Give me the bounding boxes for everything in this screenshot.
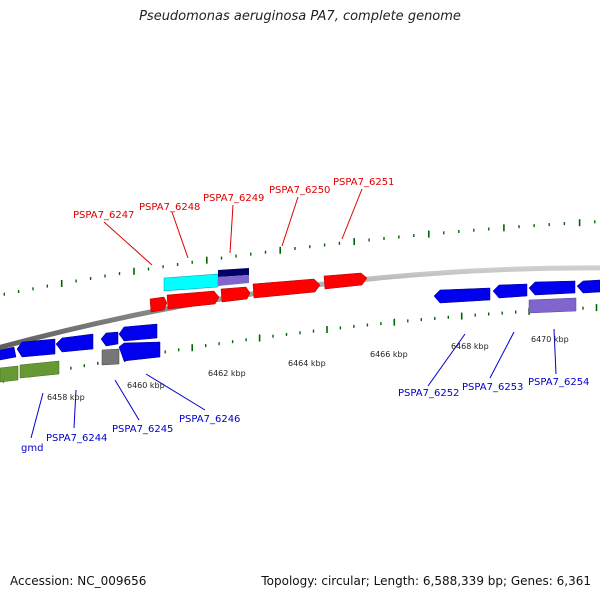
- genome-summary-text: Topology: circular; Length: 6,588,339 bp…: [261, 574, 591, 588]
- label-leaders: [30, 188, 557, 439]
- gene-pspa7-6249[interactable]: [220, 286, 251, 303]
- gene-label-pspa7-6250[interactable]: PSPA7_6250: [269, 185, 330, 196]
- gene-label-pspa7-6253[interactable]: PSPA7_6253: [462, 382, 523, 393]
- other-features: [0, 297, 577, 383]
- gene-label-pspa7-6249[interactable]: PSPA7_6249: [203, 193, 264, 204]
- forward-genes: [149, 272, 368, 313]
- gene-labels-top: PSPA7_6247 PSPA7_6248 PSPA7_6249 PSPA7_6…: [73, 177, 394, 221]
- kbp-label: 6468 kbp: [451, 342, 489, 351]
- gene-blue-d[interactable]: [100, 331, 119, 347]
- kbp-label: 6464 kbp: [288, 359, 326, 368]
- gene-pspa7-6251[interactable]: [323, 272, 368, 290]
- kbp-label: 6466 kbp: [370, 350, 408, 359]
- kbp-label: 6470 kbp: [531, 335, 569, 344]
- gene-label-pspa7-6244[interactable]: PSPA7_6244: [46, 433, 107, 444]
- feature-purple-upper[interactable]: [218, 275, 249, 286]
- kbp-labels: 6458 kbp 6460 kbp 6462 kbp 6464 kbp 6466…: [47, 335, 569, 402]
- reverse-genes: [0, 279, 600, 362]
- gene-pspa7-6247[interactable]: [149, 296, 168, 313]
- kbp-label: 6462 kbp: [208, 369, 246, 378]
- feature-olive-b[interactable]: [19, 360, 60, 379]
- feature-cyan[interactable]: [163, 273, 219, 292]
- gene-label-gmd[interactable]: gmd: [21, 443, 43, 454]
- gene-blue-6252[interactable]: [433, 287, 491, 304]
- feature-purple-lower[interactable]: [528, 297, 577, 314]
- gene-label-pspa7-6248[interactable]: PSPA7_6248: [139, 202, 200, 213]
- gene-blue-e[interactable]: [118, 323, 158, 342]
- feature-navy[interactable]: [218, 268, 249, 277]
- gene-label-pspa7-6251[interactable]: PSPA7_6251: [333, 177, 394, 188]
- map-title: Pseudomonas aeruginosa PA7, complete gen…: [139, 9, 461, 24]
- feature-olive-a[interactable]: [0, 365, 19, 383]
- kbp-label: 6460 kbp: [127, 381, 165, 390]
- gene-label-pspa7-6246[interactable]: PSPA7_6246: [179, 414, 240, 425]
- gene-blue-a[interactable]: [0, 346, 17, 361]
- tick-row-upper: [3, 219, 596, 296]
- gene-pspa7-6248[interactable]: [166, 290, 220, 310]
- feature-gray[interactable]: [101, 348, 120, 366]
- gene-blue-6254[interactable]: [528, 280, 576, 296]
- gene-blue-b[interactable]: [16, 338, 56, 358]
- accession-text: Accession: NC_009656: [10, 574, 147, 588]
- gene-label-pspa7-6247[interactable]: PSPA7_6247: [73, 210, 134, 221]
- gene-blue-edge[interactable]: [576, 279, 600, 294]
- gene-labels-bottom: gmd PSPA7_6244 PSPA7_6245 PSPA7_6246 PSP…: [21, 377, 589, 454]
- gene-blue-f[interactable]: [118, 341, 161, 362]
- gene-label-pspa7-6245[interactable]: PSPA7_6245: [112, 424, 173, 435]
- feature-highlights: [163, 268, 249, 292]
- gene-pspa7-6250[interactable]: [252, 278, 321, 299]
- gene-label-pspa7-6254[interactable]: PSPA7_6254: [528, 377, 589, 388]
- gene-blue-6253[interactable]: [492, 283, 528, 299]
- kbp-label: 6458 kbp: [47, 393, 85, 402]
- gene-label-pspa7-6252[interactable]: PSPA7_6252: [398, 388, 459, 399]
- gene-blue-c[interactable]: [55, 333, 94, 353]
